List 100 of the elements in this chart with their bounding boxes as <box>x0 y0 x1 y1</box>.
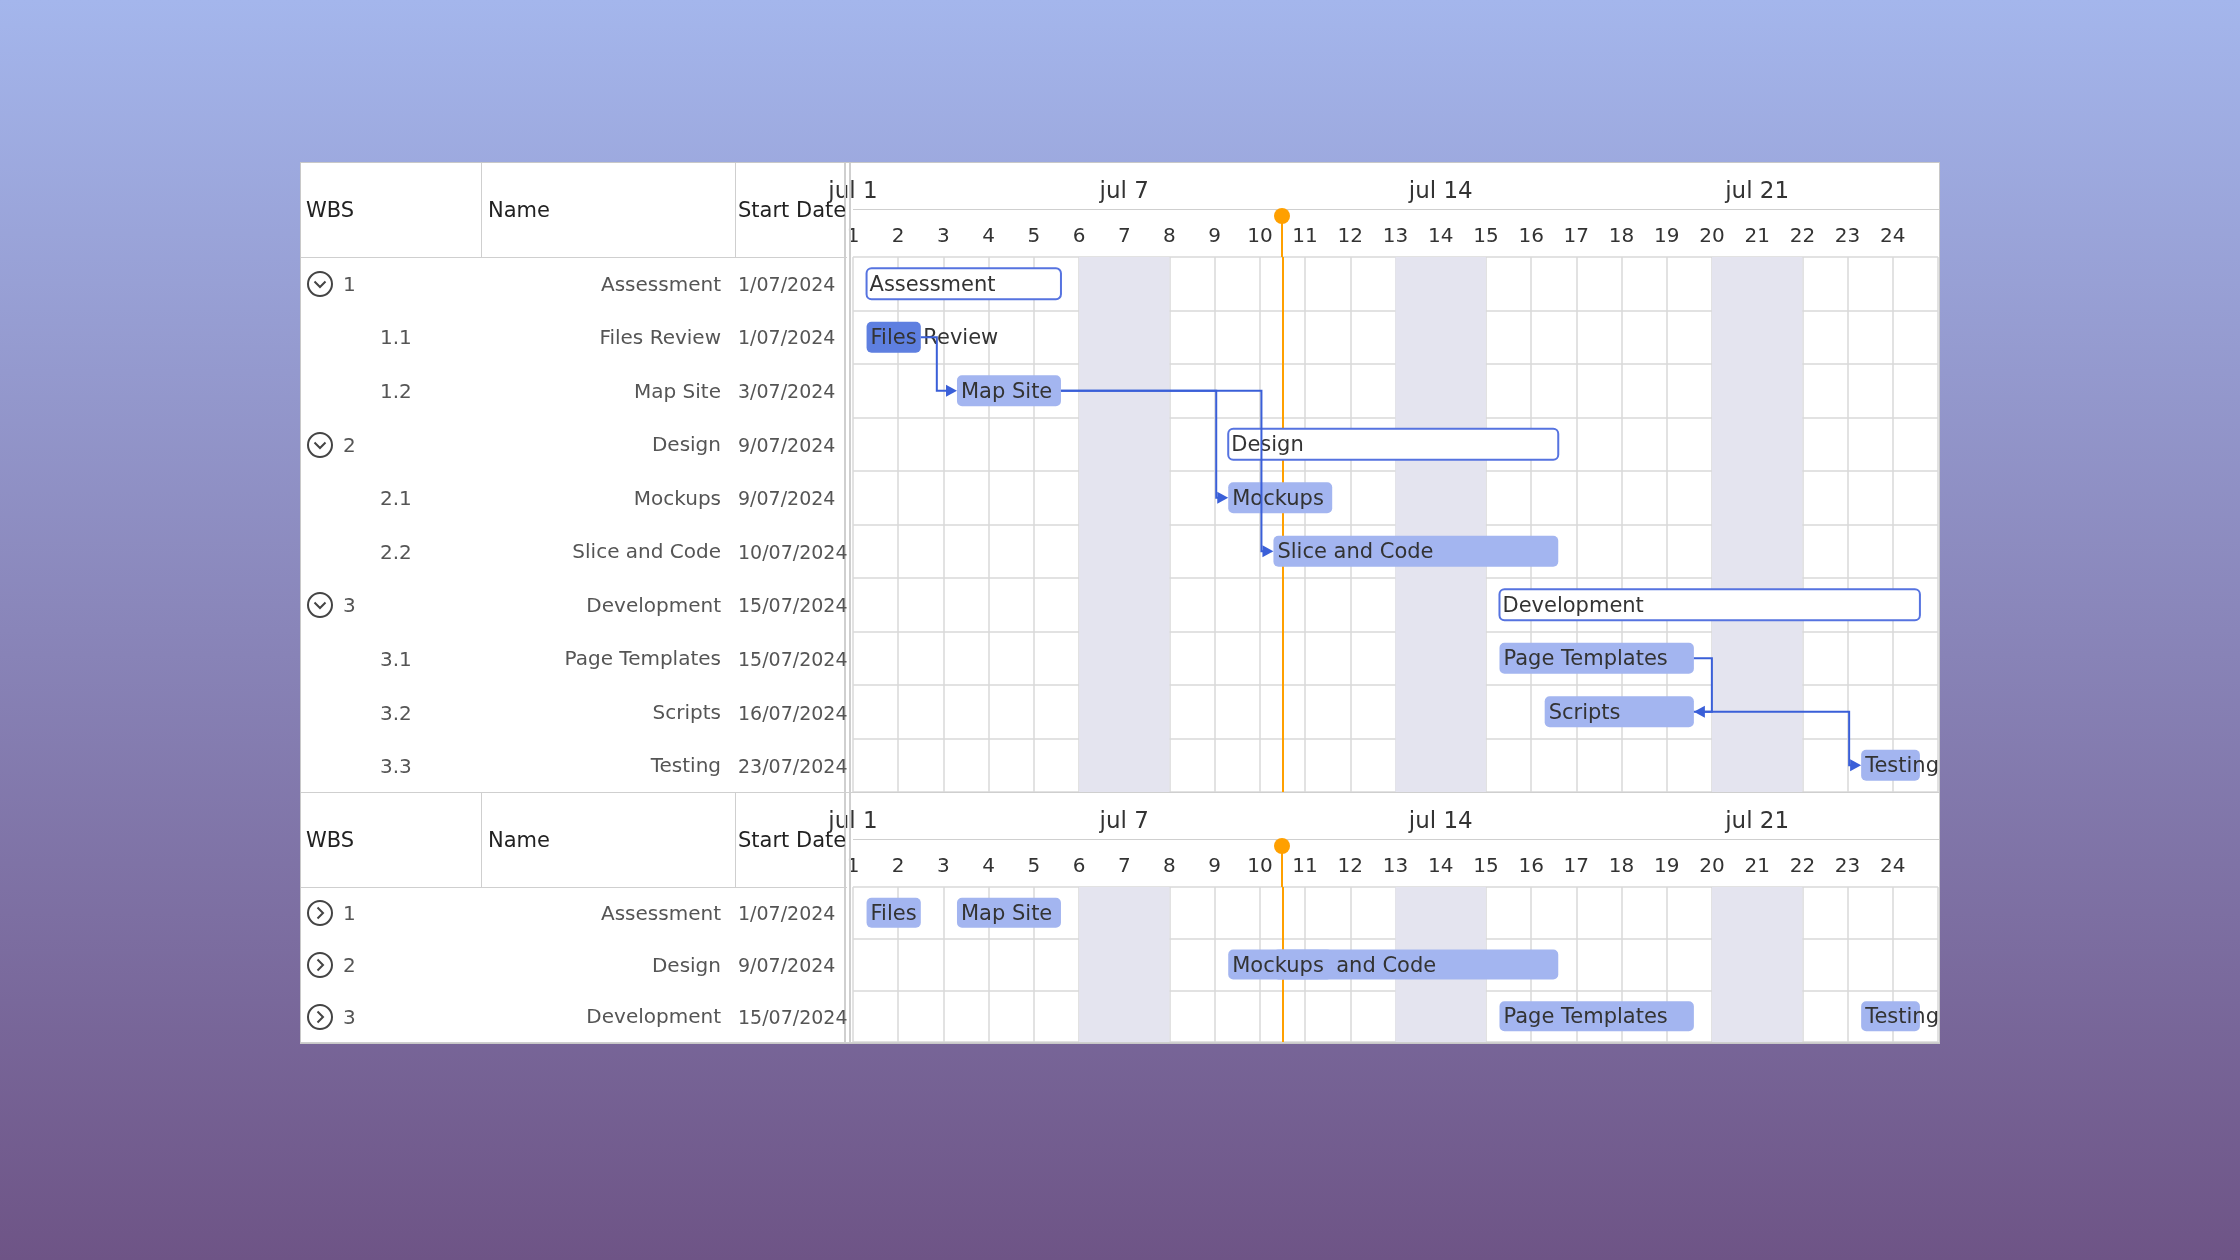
x2-tick-label: jul 14 <box>1407 806 1473 833</box>
x-tick-label: 10 <box>1247 853 1273 877</box>
y-tick-label: Page Templates <box>564 646 721 671</box>
x-tick-label: 13 <box>1382 223 1409 247</box>
x-tick-label: 10 <box>1247 223 1273 247</box>
text: 3 <box>343 1005 356 1029</box>
x-tick-label: 5 <box>1027 853 1041 877</box>
x-tick-label: 24 <box>1880 223 1906 247</box>
x-tick-label: 19 <box>1654 223 1680 247</box>
x-tick-label: 14 <box>1427 853 1454 877</box>
y2-tick-label: 1/07/2024 <box>738 902 836 924</box>
text: 1 <box>343 271 356 296</box>
text: 1.1 <box>380 325 412 350</box>
x-tick-label: 5 <box>1027 223 1041 247</box>
x2-tick-label: jul 14 <box>1407 176 1473 203</box>
x-tick-label: 7 <box>1117 853 1131 877</box>
x-tick-label: 11 <box>1292 853 1318 877</box>
x-tick-label: 8 <box>1163 853 1176 877</box>
text: 3.1 <box>380 647 412 671</box>
data-label: Map Site <box>960 378 1053 403</box>
y2-tick-label: 1/07/2024 <box>738 326 836 349</box>
y-tick-label: Map Site <box>634 378 721 403</box>
y-tick-label: Mockups <box>633 485 721 510</box>
x-tick-label: 14 <box>1427 223 1454 247</box>
y2-tick-label: 3/07/2024 <box>738 380 836 402</box>
x-tick-label: 4 <box>982 853 995 877</box>
x-tick-label: 16 <box>1518 223 1544 247</box>
x2-tick-label: jul 7 <box>1098 176 1149 203</box>
text: 2.2 <box>380 539 412 564</box>
x-tick-label: 21 <box>1744 223 1770 247</box>
data-label: Development <box>1502 592 1644 617</box>
x-tick-label: 13 <box>1382 853 1409 877</box>
data-label: Map Site <box>960 900 1053 925</box>
y2-tick-label: 9/07/2024 <box>738 433 836 456</box>
x-tick-label: 2 <box>891 223 905 247</box>
text: 3.2 <box>380 700 412 725</box>
y-tick-label: Slice and Code <box>572 539 721 564</box>
data-label: Files Review <box>870 325 999 350</box>
data-label: Files <box>870 900 917 925</box>
x-tick-label: 22 <box>1789 223 1816 247</box>
x-tick-label: 24 <box>1880 853 1906 877</box>
x-tick-label: 17 <box>1563 853 1590 877</box>
x-tick-label: 21 <box>1744 853 1770 877</box>
x-tick-label: 16 <box>1518 853 1544 877</box>
x-tick-label: 15 <box>1473 853 1499 877</box>
text: Name <box>488 198 550 222</box>
x-tick-label: 2 <box>891 853 905 877</box>
x-tick-label: 20 <box>1699 853 1725 877</box>
text: 1.2 <box>380 379 412 403</box>
y2-tick-label: 9/07/2024 <box>738 954 836 976</box>
data-label: Page Templates <box>1503 1004 1668 1029</box>
y2-tick-label: 15/07/2024 <box>738 1006 848 1028</box>
x-tick-label: 8 <box>1163 223 1176 247</box>
x-tick-label: 12 <box>1337 853 1364 877</box>
x-tick-label: 12 <box>1337 223 1364 247</box>
data-label: Mockups <box>1232 952 1324 977</box>
x2-tick-label: jul 21 <box>1724 806 1790 833</box>
text: 2.1 <box>380 486 412 511</box>
data-label: Scripts <box>1548 699 1621 724</box>
data-label: Slice and Code <box>1277 539 1434 564</box>
text: 1 <box>343 901 356 925</box>
y2-tick-label: 23/07/2024 <box>738 755 848 778</box>
x-tick-label: 7 <box>1117 223 1131 247</box>
y-tick-label: Design <box>651 432 721 457</box>
x-tick-label: 15 <box>1473 223 1499 247</box>
x-tick-label: 6 <box>1072 853 1086 877</box>
y-tick-label: Files Review <box>599 325 721 350</box>
x-tick-label: 3 <box>937 853 950 877</box>
text: WBS <box>306 198 355 222</box>
text: 3 <box>343 593 356 618</box>
text: WBS <box>306 828 355 852</box>
x-tick-label: 23 <box>1834 853 1861 877</box>
x2-tick-label: jul 7 <box>1098 806 1149 833</box>
x-tick-label: 23 <box>1834 223 1861 247</box>
text: 2 <box>343 432 356 457</box>
y-tick-label: Scripts <box>652 699 721 724</box>
x-tick-label: 9 <box>1208 223 1222 247</box>
data-label: Page Templates <box>1503 646 1668 671</box>
text: Name <box>488 828 550 852</box>
x-tick-label: 3 <box>937 223 950 247</box>
x-tick-label: 20 <box>1699 223 1725 247</box>
y-tick-label: Assessment <box>601 900 722 925</box>
x-tick-label: 18 <box>1608 853 1635 877</box>
data-label: Testing <box>1864 753 1939 778</box>
y2-tick-label: 16/07/2024 <box>738 701 848 724</box>
data-label: and Code <box>1336 952 1437 977</box>
x-tick-label: 6 <box>1072 223 1086 247</box>
x2-tick-label: jul 21 <box>1724 176 1790 203</box>
x-tick-label: 17 <box>1563 223 1590 247</box>
text: 2 <box>343 953 356 977</box>
x-tick-label: 11 <box>1292 223 1318 247</box>
data-label: Assessment <box>869 271 996 296</box>
y2-tick-label: 15/07/2024 <box>738 648 848 670</box>
y-tick-label: Assessment <box>601 271 722 296</box>
y-tick-label: Development <box>586 1004 722 1029</box>
y2-tick-label: 10/07/2024 <box>738 540 848 563</box>
text: 3.3 <box>380 754 412 779</box>
x-tick-label: 4 <box>982 223 995 247</box>
data-label: Testing <box>1864 1004 1939 1029</box>
x-tick-label: 9 <box>1208 853 1222 877</box>
